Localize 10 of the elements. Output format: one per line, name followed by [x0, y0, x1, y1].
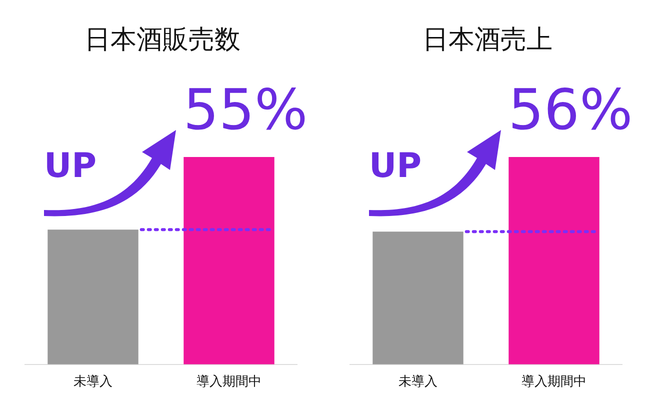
chart-title: 日本酒売上: [422, 24, 554, 57]
x-tick-label: 導入期間中: [196, 374, 262, 390]
x-tick-label: 導入期間中: [522, 374, 586, 390]
annotation: UP: [44, 146, 97, 186]
text: 56%: [507, 78, 634, 143]
annotation: UP: [369, 146, 422, 186]
text: 55%: [182, 78, 309, 143]
x-tick-label: 未導入: [74, 374, 112, 390]
x-tick-label: 未導入: [398, 374, 438, 390]
chart-title: 日本酒販売数: [84, 24, 242, 57]
